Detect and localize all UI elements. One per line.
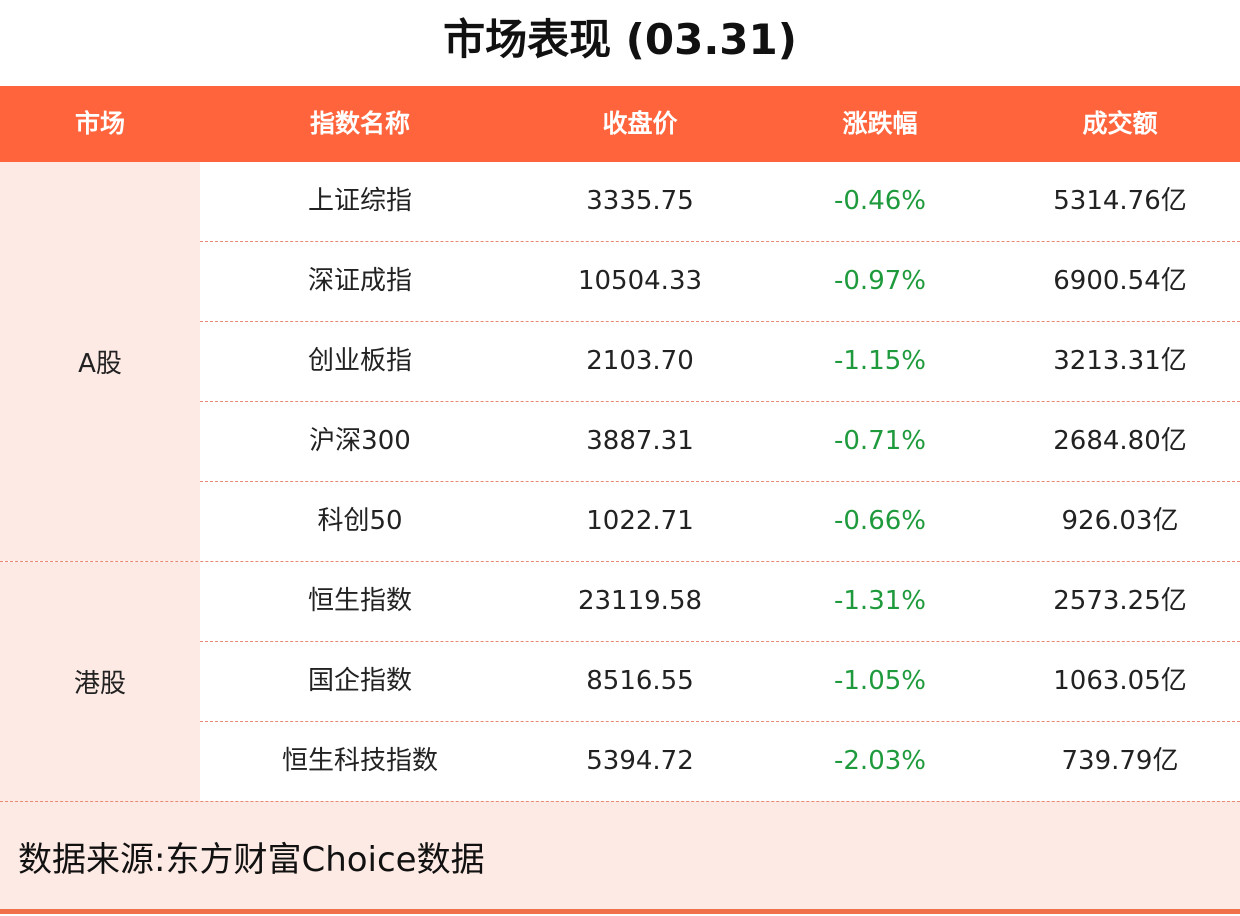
- header-market: 市场: [74, 109, 125, 138]
- index-name-cell: 恒生指数: [307, 586, 412, 616]
- header-change: 涨跌幅: [842, 109, 918, 138]
- source-text: 数据来源:东方财富Choice数据: [18, 840, 485, 880]
- change-pct-cell: -1.31%: [834, 586, 926, 616]
- volume-cell: 6900.54亿: [1053, 266, 1187, 296]
- close-price-cell: 8516.55: [586, 666, 694, 696]
- close-price-cell: 23119.58: [577, 586, 703, 616]
- table-row: 科创50 1022.71 -0.66% 926.03亿: [200, 482, 1240, 561]
- volume-cell: 3213.31亿: [1053, 346, 1187, 376]
- change-pct-cell: -0.46%: [834, 186, 926, 216]
- table-row: 恒生科技指数 5394.72 -2.03% 739.79亿: [200, 722, 1240, 801]
- index-name-cell: 恒生科技指数: [281, 746, 438, 776]
- header-index-name: 指数名称: [309, 109, 410, 138]
- close-price-cell: 1022.71: [586, 506, 694, 536]
- close-price-cell: 5394.72: [586, 746, 694, 776]
- market-cell: A股: [0, 162, 200, 561]
- volume-cell: 2684.80亿: [1053, 426, 1187, 456]
- table-row: 深证成指 10504.33 -0.97% 6900.54亿: [200, 242, 1240, 322]
- close-price-cell: 10504.33: [577, 266, 703, 296]
- change-pct-cell: -0.66%: [834, 506, 926, 536]
- page-title: 市场表现 (03.31): [443, 15, 797, 64]
- index-name-cell: 国企指数: [307, 666, 412, 696]
- change-pct-cell: -0.97%: [834, 266, 926, 296]
- volume-cell: 1063.05亿: [1053, 666, 1187, 696]
- table-header: 市场 指数名称 收盘价 涨跌幅 成交额: [0, 86, 1240, 162]
- index-name-cell: 深证成指: [307, 266, 412, 296]
- index-name-cell: 科创50: [317, 506, 403, 536]
- change-pct-cell: -1.15%: [834, 346, 926, 376]
- header-close: 收盘价: [602, 109, 678, 138]
- table-row: 上证综指 3335.75 -0.46% 5314.76亿: [200, 162, 1240, 242]
- close-price-cell: 3335.75: [586, 186, 694, 216]
- table-row: 恒生指数 23119.58 -1.31% 2573.25亿: [200, 562, 1240, 642]
- source-note: 数据来源:东方财富Choice数据: [0, 801, 1240, 910]
- close-price-cell: 2103.70: [586, 346, 694, 376]
- market-group: 港股 恒生指数 23119.58 -1.31% 2573.25亿国企指数 8516.55 -…: [0, 561, 1240, 801]
- index-name-cell: 沪深300: [309, 426, 411, 456]
- volume-cell: 2573.25亿: [1053, 586, 1187, 616]
- table-row: 国企指数 8516.55 -1.05% 1063.05亿: [200, 642, 1240, 722]
- market-cell: 港股: [0, 562, 200, 801]
- volume-cell: 5314.76亿: [1053, 186, 1187, 216]
- header-volume: 成交额: [1082, 109, 1158, 138]
- volume-cell: 739.79亿: [1061, 746, 1179, 776]
- volume-cell: 926.03亿: [1061, 506, 1179, 536]
- index-name-cell: 上证综指: [307, 186, 412, 216]
- table-row: 创业板指 2103.70 -1.15% 3213.31亿: [200, 322, 1240, 402]
- change-pct-cell: -0.71%: [834, 426, 926, 456]
- market-group: A股 上证综指 3335.75 -0.46% 5314.76亿深证成指 10504.33 -…: [0, 162, 1240, 561]
- bottom-divider: [0, 909, 1240, 914]
- change-pct-cell: -1.05%: [834, 666, 926, 696]
- close-price-cell: 3887.31: [586, 426, 694, 456]
- change-pct-cell: -2.03%: [834, 746, 926, 776]
- index-name-cell: 创业板指: [307, 346, 412, 376]
- table-body: A股 上证综指 3335.75 -0.46% 5314.76亿深证成指 10504.33 -…: [0, 162, 1240, 801]
- table-row: 沪深300 3887.31 -0.71% 2684.80亿: [200, 402, 1240, 482]
